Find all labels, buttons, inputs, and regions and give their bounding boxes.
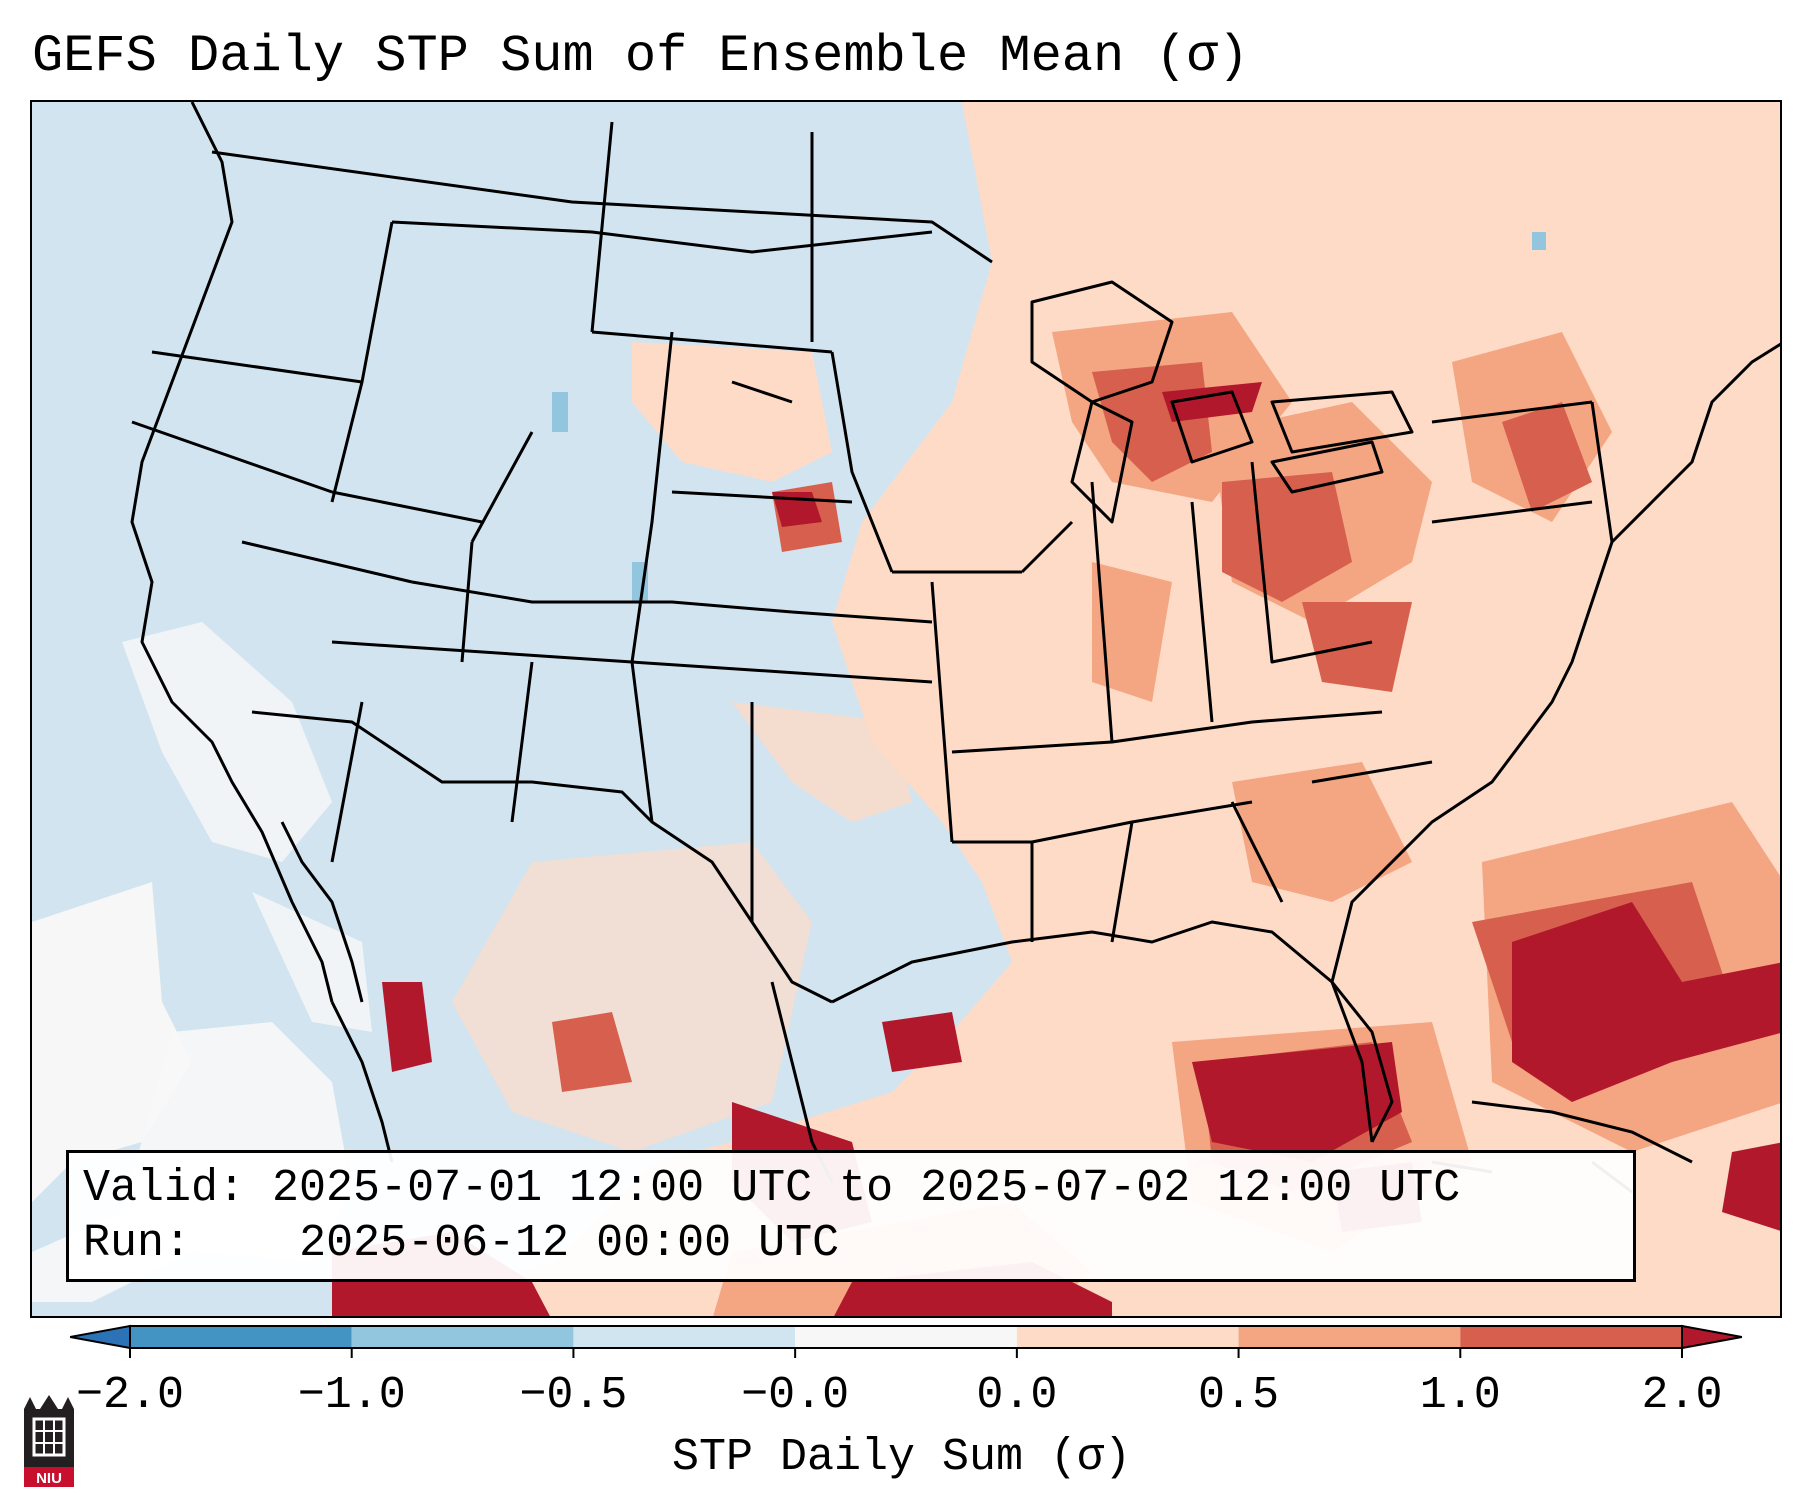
colorbar-tick-label: 1.0 [1419, 1370, 1501, 1421]
colorbar-extend-low [70, 1324, 131, 1350]
colorbar-tick-label: 0.0 [976, 1370, 1058, 1421]
colorbar-bin [573, 1326, 796, 1348]
run-row: Run: 2025-06-12 00:00 UTC [83, 1216, 1619, 1271]
colorbar-outline [129, 1325, 1683, 1349]
run-value: 2025-06-12 00:00 UTC [299, 1218, 840, 1269]
logo-text: NIU [36, 1470, 62, 1487]
colorbar-tick-label: 2.0 [1641, 1370, 1723, 1421]
colorbar-tick-label: −1.0 [297, 1370, 406, 1421]
validity-box: Valid: 2025-07-01 12:00 UTC to 2025-07-0… [66, 1150, 1636, 1282]
colorbar-extend-high [1681, 1324, 1742, 1350]
valid-row: Valid: 2025-07-01 12:00 UTC to 2025-07-0… [83, 1161, 1619, 1216]
niu-logo-icon: NIU [24, 1395, 74, 1487]
colorbar-bin [1460, 1326, 1682, 1348]
colorbar [70, 1324, 1742, 1358]
colorbar-tick-label: −0.0 [741, 1370, 850, 1421]
boundaries [130, 102, 1780, 1183]
map-canvas [32, 102, 1780, 1316]
colorbar-bin [1238, 1326, 1461, 1348]
chart-title: GEFS Daily STP Sum of Ensemble Mean (σ) [32, 27, 1249, 86]
colorbar-tick-label: −0.5 [519, 1370, 628, 1421]
valid-label: Valid: [83, 1163, 246, 1214]
colorbar-bin [795, 1326, 1017, 1348]
valid-value: 2025-07-01 12:00 UTC to 2025-07-02 12:00… [272, 1163, 1461, 1214]
colorbar-tick-label: −2.0 [75, 1370, 185, 1421]
colorbar-bin [1016, 1326, 1239, 1348]
colorbar-tick-label: 0.5 [1198, 1370, 1280, 1421]
map-panel [30, 100, 1782, 1318]
positive-anomaly-light [347, 102, 1780, 1316]
colorbar-bin [130, 1326, 352, 1348]
colorbar-label: STP Daily Sum (σ) [671, 1432, 1132, 1483]
run-label: Run: [83, 1218, 192, 1269]
colorbar-bin [351, 1326, 574, 1348]
